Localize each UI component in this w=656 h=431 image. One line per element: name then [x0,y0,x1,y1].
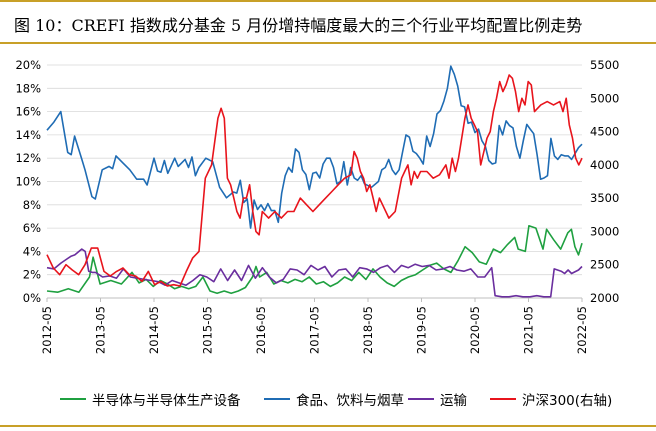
x-axis-tick-label: 2017-05 [308,306,322,354]
x-axis-tick-label: 2014-05 [147,306,161,354]
legend-item-hs300: 沪深300(右轴) [490,388,612,410]
left-axis-ticks: 0% 2% 4% 6% 8% 10% 12% 14% 16% 18% 20% [15,58,41,305]
x-axis-tick-label: 2022-05 [575,306,589,354]
line-chart: 0% 2% 4% 6% 8% 10% 12% 14% 16% 18% 20% 2000 2500 300… [15,58,619,354]
gridlines [47,64,582,299]
x-axis-tick-label: 2019-05 [415,306,429,354]
series-food-beverage [46,65,583,229]
left-axis-tick-label: 2% [23,268,41,282]
chart-title: 图 10：CREFI 指数成分基金 5 月份增持幅度最大的三个行业平均配置比例走… [14,16,583,35]
right-axis-ticks: 2000 2500 3000 3500 4000 4500 5000 5500 [590,58,619,305]
left-axis-tick-label: 16% [15,105,41,119]
legend-label: 沪深300(右轴) [522,393,613,409]
legend-swatch-food-beverage [264,398,290,400]
legend-label: 运输 [440,393,467,409]
legend-item-semiconductor: 半导体与半导体生产设备 [60,388,241,410]
title-bar: 图 10：CREFI 指数成分基金 5 月份增持幅度最大的三个行业平均配置比例走… [0,0,656,44]
x-axis-tick-label: 2020-05 [468,306,482,354]
legend: 半导体与半导体生产设备 食品、饮料与烟草 运输 沪深300(右轴) [0,388,656,410]
x-axis-tick-label: 2016-05 [254,306,268,354]
legend-item-food-beverage: 食品、饮料与烟草 [264,388,404,410]
x-axis-tick-label: 2013-05 [94,306,108,354]
x-axis-tick-label: 2012-05 [40,306,54,354]
left-axis-tick-label: 20% [15,58,41,72]
right-axis-tick-label: 3500 [590,191,619,205]
right-axis-tick-label: 5000 [590,91,619,105]
left-axis-tick-label: 10% [15,175,41,189]
left-axis-tick-label: 8% [23,198,41,212]
left-axis-tick-label: 0% [23,291,41,305]
legend-item-transport: 运输 [408,388,467,410]
right-axis-tick-label: 2000 [590,291,619,305]
series-hs300 [46,74,583,287]
left-axis-tick-label: 14% [15,128,41,142]
right-axis-tick-label: 4500 [590,125,619,139]
right-axis-tick-label: 2500 [590,258,619,272]
legend-swatch-hs300 [490,398,516,400]
x-axis-tick-label: 2015-05 [201,306,215,354]
right-axis-tick-label: 5500 [590,58,619,72]
series-transport [46,248,583,298]
legend-label: 食品、饮料与烟草 [296,393,404,409]
series-semiconductor [46,225,583,295]
left-axis-tick-label: 18% [15,81,41,95]
x-axis-tick-label: 2018-05 [361,306,375,354]
left-axis-tick-label: 6% [23,221,41,235]
series-lines [46,65,583,298]
legend-swatch-transport [408,398,434,400]
right-axis-tick-label: 4000 [590,158,619,172]
bottom-rule [0,425,656,427]
left-axis-tick-label: 12% [15,151,41,165]
x-axis-tick-label: 2021-05 [522,306,536,354]
x-axis-ticks: 2012-05 2013-05 2014-05 2015-05 2016-05 2017-… [40,298,589,354]
left-axis-tick-label: 4% [23,244,41,258]
right-axis-tick-label: 3000 [590,224,619,238]
legend-swatch-semiconductor [60,398,86,400]
legend-label: 半导体与半导体生产设备 [92,393,241,409]
